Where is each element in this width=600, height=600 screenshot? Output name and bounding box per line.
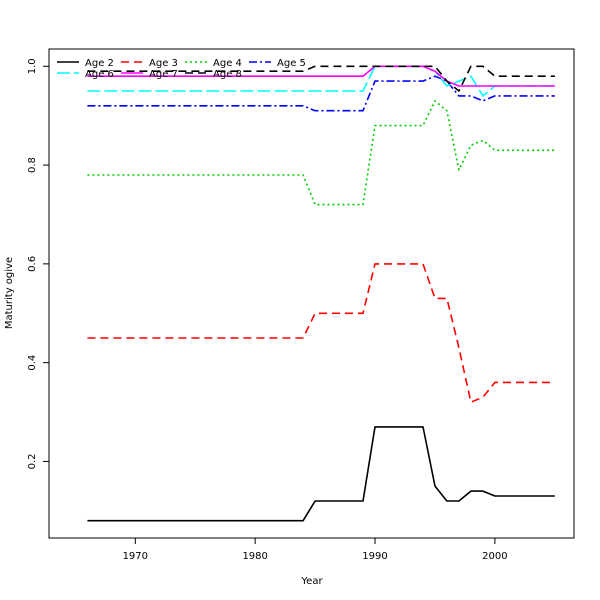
y-axis: 0.2 0.4 0.6 0.8 1.0 — [27, 58, 49, 469]
y-tick-label: 1.0 — [27, 58, 38, 74]
y-tick-label: 0.6 — [27, 256, 38, 272]
plot-frame — [48, 48, 575, 539]
x-tick-label: 1980 — [242, 551, 267, 562]
legend-label-age-6: Age 6 — [85, 69, 114, 80]
series-line-age-8 — [87, 65, 555, 92]
y-axis-label: Maturity ogive — [4, 257, 15, 329]
y-tick-label: 0.8 — [27, 157, 38, 173]
series-layer — [87, 65, 555, 522]
legend-label-age-3: Age 3 — [149, 58, 178, 69]
x-axis: 1970 1980 1990 2000 — [123, 538, 508, 562]
legend-label-age-5: Age 5 — [277, 58, 306, 69]
series-line-age-4 — [87, 100, 555, 206]
x-tick-label: 1990 — [362, 551, 387, 562]
legend-label-age-4: Age 4 — [213, 58, 242, 69]
legend: Age 2 Age 3 Age 4 Age 5 Age 6 Age 7 Age 8 — [57, 58, 306, 80]
series-line-age-3 — [87, 263, 555, 404]
series-line-age-5 — [87, 75, 555, 112]
legend-label-age-2: Age 2 — [85, 58, 114, 69]
series-line-age-2 — [87, 426, 555, 522]
x-tick-label: 2000 — [482, 551, 507, 562]
y-tick-label: 0.4 — [27, 355, 38, 371]
legend-label-age-7: Age 7 — [149, 69, 178, 80]
series-line-age-7 — [87, 65, 555, 87]
x-tick-label: 1970 — [123, 551, 148, 562]
legend-label-age-8: Age 8 — [213, 69, 242, 80]
x-axis-label: Year — [300, 576, 323, 587]
y-tick-label: 0.2 — [27, 453, 38, 469]
